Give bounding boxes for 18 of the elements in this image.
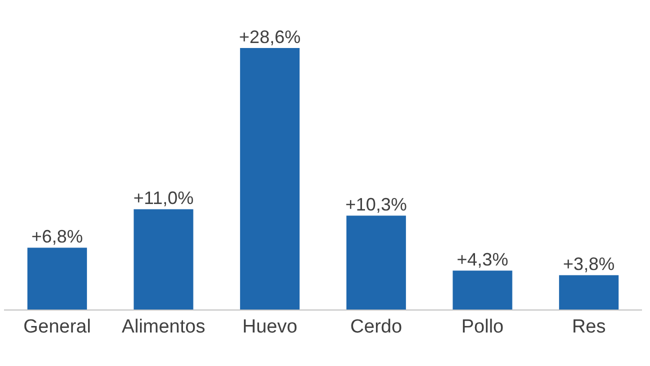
- x-tick-label: Alimentos: [122, 316, 206, 338]
- data-label: +28,6%: [239, 27, 301, 47]
- data-label: +4,3%: [456, 250, 508, 270]
- data-label: +10,3%: [345, 194, 407, 215]
- x-tick-label: Pollo: [461, 316, 504, 338]
- data-label: +11,0%: [133, 188, 194, 208]
- bar: [559, 275, 619, 310]
- data-label: +3,8%: [563, 254, 615, 274]
- x-tick-label: Huevo: [242, 316, 298, 338]
- bar: [134, 209, 194, 310]
- bar: [452, 270, 512, 310]
- data-label: +6,8%: [31, 226, 83, 247]
- bar: [27, 248, 87, 310]
- x-tick-label: Cerdo: [350, 316, 402, 338]
- x-tick-label: Res: [572, 316, 606, 338]
- bar: [240, 48, 300, 310]
- bar: [346, 216, 406, 310]
- x-tick-label: General: [23, 316, 91, 338]
